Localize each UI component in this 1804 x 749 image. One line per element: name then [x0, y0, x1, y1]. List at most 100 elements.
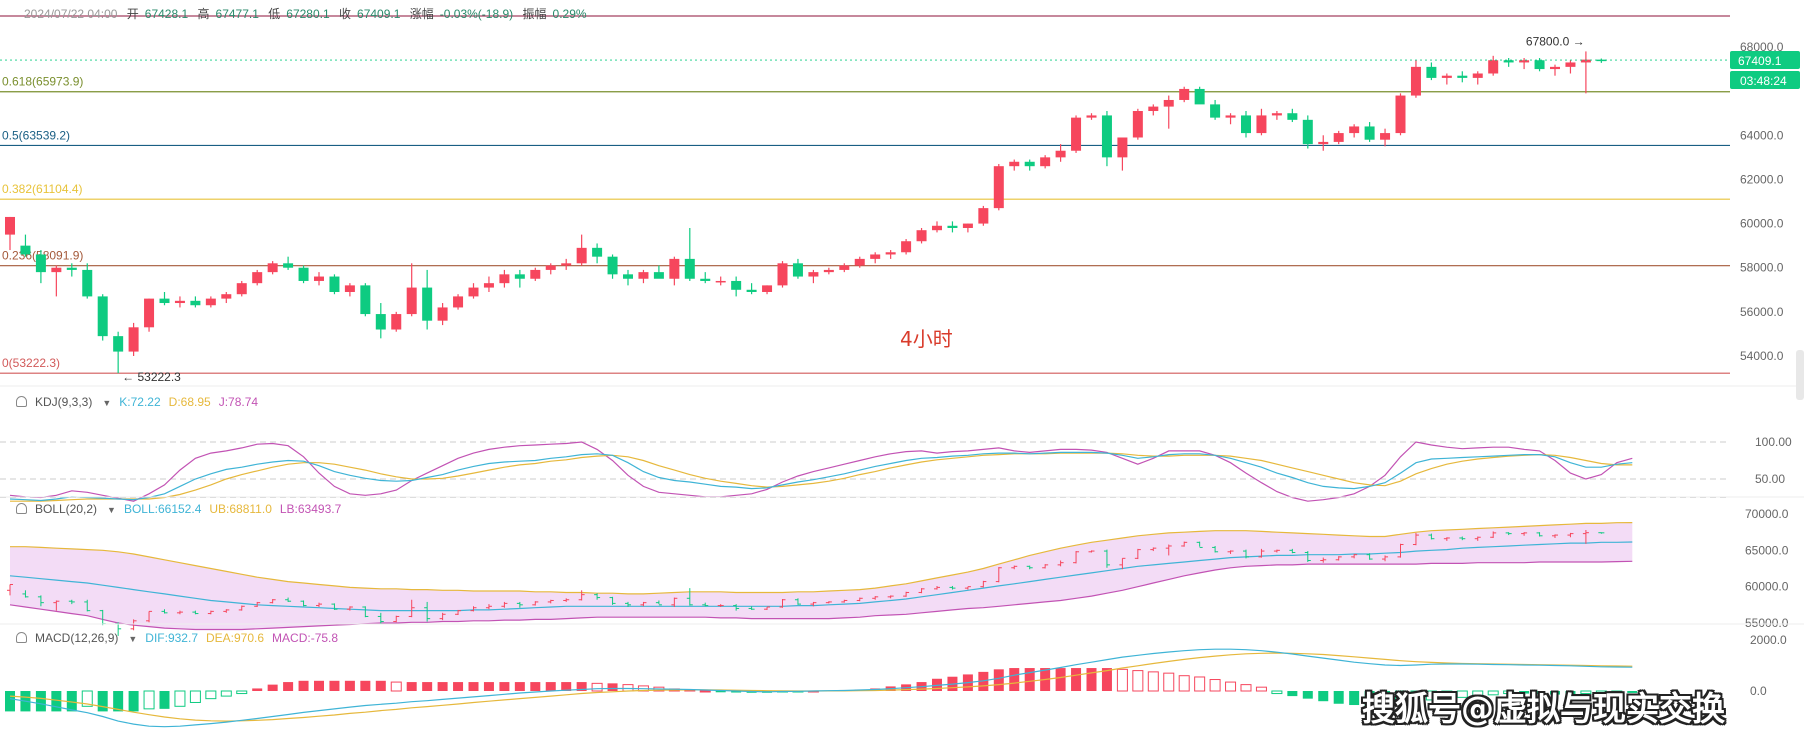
boll-mid: BOLL:66152.4 [123, 502, 202, 516]
candle-body [159, 298, 170, 304]
macd-histogram-bar [483, 682, 494, 691]
countdown-value: 03:48:24 [1740, 74, 1787, 88]
macd-histogram-bar [360, 680, 371, 691]
candle-body [545, 265, 556, 270]
candle-body [576, 247, 587, 264]
header-open: 67428.1 [144, 7, 189, 21]
scroll-handle[interactable] [1796, 350, 1804, 400]
candle-body [51, 267, 62, 273]
candle-body [1426, 66, 1437, 78]
chevron-down-icon[interactable]: ▼ [107, 505, 116, 515]
candle-body [1241, 115, 1251, 134]
kdj-d-line [10, 452, 1633, 502]
fib-level-label: 0.5(63539.2) [2, 128, 70, 142]
candle-body [1519, 60, 1530, 63]
candle-body [267, 263, 278, 273]
macd-histogram-bar [1287, 691, 1298, 697]
candle-body [762, 285, 773, 292]
candle-body [592, 247, 603, 257]
macd-histogram-bar [1333, 691, 1344, 704]
candle-body [854, 258, 865, 266]
kdj-tick-label: 100.00 [1755, 435, 1792, 449]
macd-histogram-bar [143, 690, 155, 710]
candle-body [1117, 137, 1128, 158]
macd-histogram-bar [1550, 691, 1560, 695]
kdj-label[interactable]: KDJ(9,3,3) ▼ K:72.22 D:68.95 J:78.74 [16, 395, 266, 409]
macd-histogram-bar [1503, 690, 1515, 695]
candle-body [823, 269, 834, 273]
candle-body [1550, 66, 1560, 70]
candle-body [1040, 157, 1051, 167]
candle-body [1055, 150, 1066, 158]
kdj-tick-label: 50.00 [1755, 472, 1785, 486]
candle-body [1333, 133, 1344, 142]
macd-tick-label: 2000.0 [1750, 633, 1787, 647]
macd-histogram-bar [220, 690, 232, 697]
macd-histogram-bar [1565, 691, 1576, 695]
macd-histogram-bar [1147, 671, 1159, 692]
macd-histogram-bar [731, 691, 742, 693]
boll-mid-line [9, 541, 1633, 612]
macd-histogram-bar [113, 691, 124, 712]
candle-body [360, 285, 371, 315]
macd-histogram-bar [51, 691, 62, 712]
candle-body [128, 327, 139, 352]
last-price-tag [1730, 51, 1800, 70]
candle-body [1488, 60, 1499, 74]
boll-ub: UB:68811.0 [209, 502, 272, 516]
candle-body [144, 298, 155, 328]
macd-histogram-bar [561, 682, 572, 691]
macd-histogram-bar [514, 682, 525, 691]
candle-body [205, 298, 216, 306]
candle-body [1503, 60, 1514, 63]
macd-histogram-bar [1009, 668, 1020, 691]
candle-body [499, 274, 510, 284]
candle-body [1380, 133, 1391, 140]
candle-body [113, 336, 124, 352]
macd-histogram-bar [344, 680, 355, 691]
candle-body [901, 241, 912, 253]
chevron-down-icon[interactable]: ▼ [128, 634, 138, 644]
bell-icon[interactable] [16, 632, 27, 643]
macd-histogram-bar [1611, 690, 1623, 694]
macd-histogram-bar [375, 680, 386, 691]
header-open-label: 开 [126, 7, 139, 21]
candle-body [653, 272, 664, 279]
candle-body [700, 278, 711, 281]
macd-histogram-bar [1302, 691, 1313, 699]
macd-histogram-bar [978, 671, 989, 691]
bell-icon[interactable] [16, 503, 27, 514]
candle-body [978, 208, 989, 224]
candle-body [1395, 95, 1406, 134]
macd-histogram-bar [1456, 690, 1468, 698]
macd-histogram-bar [1225, 681, 1237, 692]
candle-body [1086, 115, 1097, 118]
boll-label[interactable]: BOLL(20,2) ▼ BOLL:66152.4 UB:68811.0 LB:6349… [16, 502, 349, 516]
kdj-k: K:72.22 [119, 395, 161, 409]
candle-body [1163, 99, 1174, 107]
candle-body [530, 269, 541, 279]
candle-body [1101, 115, 1112, 158]
macd-histogram-bar [591, 682, 603, 692]
candle-body [1534, 60, 1545, 70]
candle-body [1009, 161, 1020, 167]
candle-body [1364, 126, 1375, 140]
macd-histogram-bar [174, 690, 186, 707]
macd-histogram-bar [1271, 690, 1283, 695]
macd-histogram-bar [993, 669, 1004, 691]
header-change: -0.03%(-18.9) [439, 7, 514, 21]
candle-body [916, 230, 927, 242]
macd-histogram-bar [1086, 668, 1097, 691]
bell-icon[interactable] [16, 396, 27, 407]
header-close: 67409.1 [357, 7, 401, 21]
candle-body [607, 256, 618, 275]
macd-histogram-bar [1534, 691, 1545, 695]
candle-body [468, 287, 479, 297]
macd-histogram-bar [5, 691, 15, 712]
macd-dif-line [9, 648, 1633, 728]
candle-body [746, 289, 757, 292]
chevron-down-icon[interactable]: ▼ [102, 398, 112, 408]
macd-label[interactable]: MACD(12,26,9) ▼ DIF:932.7 DEA:970.6 MACD:-75… [16, 631, 346, 645]
macd-histogram-bar [35, 691, 46, 712]
